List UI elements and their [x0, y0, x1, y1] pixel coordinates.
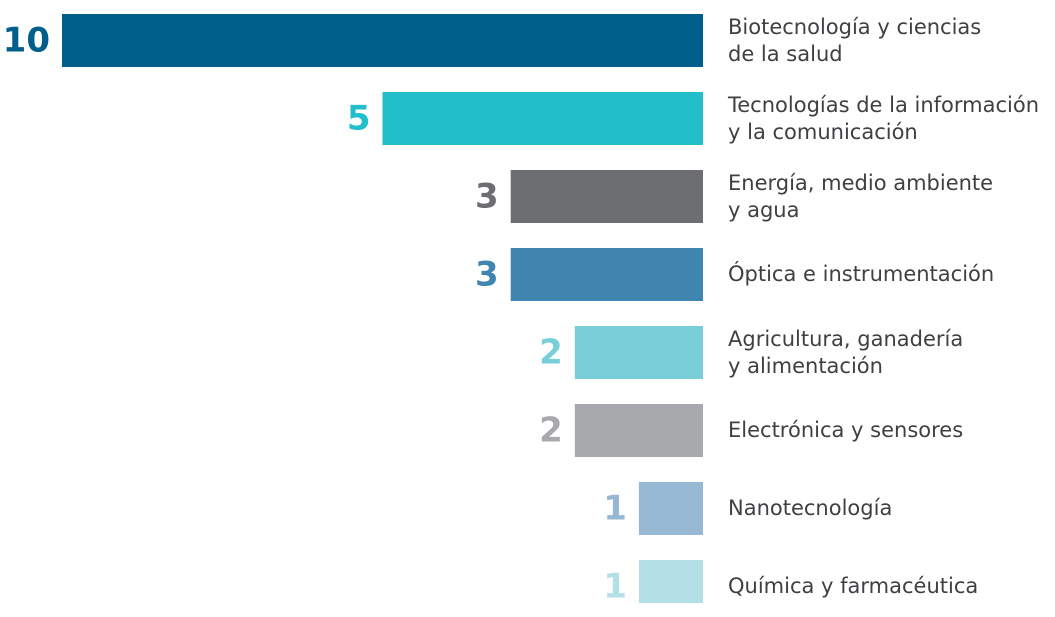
bar — [638, 560, 703, 603]
page: {"chart_data": {"type": "bar", "orientat… — [2, 14, 1040, 604]
category-label: Biotecnología y ciencias de la salud — [728, 14, 982, 66]
bar — [510, 170, 703, 223]
value-label: 1 — [603, 489, 627, 529]
category-label: Química y farmacéutica — [728, 574, 979, 598]
value-label: 3 — [475, 255, 499, 295]
category-label: Electrónica y sensores — [728, 418, 964, 442]
value-label: 1 — [603, 567, 627, 604]
value-label: 3 — [475, 177, 499, 217]
bar — [574, 404, 703, 457]
bar — [638, 482, 703, 535]
value-label: 10 — [3, 21, 50, 61]
value-label: 5 — [347, 99, 371, 139]
category-label: Tecnologías de la información y la comun… — [728, 92, 1040, 144]
bar — [510, 248, 703, 301]
value-label: 2 — [539, 411, 563, 451]
bar — [62, 14, 703, 67]
category-label: Nanotecnología — [728, 496, 893, 520]
bar — [382, 92, 703, 145]
category-label: Óptica e instrumentación — [728, 262, 995, 286]
category-label: Energía, medio ambiente y agua — [728, 170, 994, 222]
category-label: Agricultura, ganadería y alimentación — [728, 326, 964, 378]
value-label: 2 — [539, 333, 563, 373]
bar — [574, 326, 703, 379]
